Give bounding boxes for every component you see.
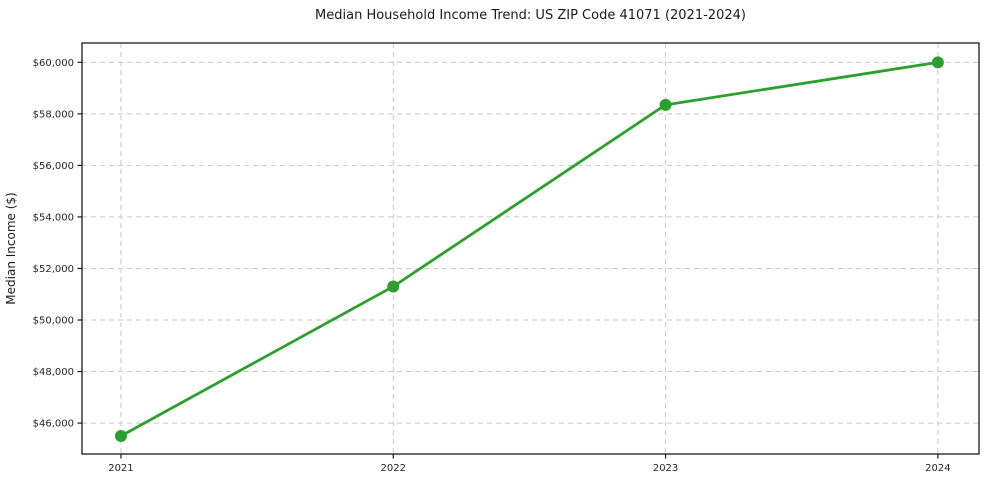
x-tick-label: 2024 [925, 463, 950, 474]
data-point-2021 [114, 429, 127, 442]
y-tick-label: $46,000 [33, 419, 74, 430]
data-point-2022 [387, 280, 400, 293]
y-tick-label: $58,000 [33, 109, 74, 120]
chart-title: Median Household Income Trend: US ZIP Co… [315, 8, 746, 23]
y-tick-label: $54,000 [33, 212, 74, 223]
data-point-2024 [931, 56, 944, 69]
y-tick-label: $52,000 [33, 264, 74, 275]
x-tick-label: 2022 [381, 463, 406, 474]
trend-line [119, 60, 940, 438]
y-tick-label: $50,000 [33, 316, 74, 327]
y-tick-label: $56,000 [33, 161, 74, 172]
y-tick-label: $60,000 [33, 58, 74, 69]
data-point-2023 [659, 98, 672, 111]
y-axis-label: Median Income ($) [4, 192, 18, 304]
x-tick-label: 2023 [653, 463, 678, 474]
y-tick-label: $48,000 [33, 367, 74, 378]
x-tick-label: 2021 [108, 463, 133, 474]
plot-border [81, 42, 980, 455]
